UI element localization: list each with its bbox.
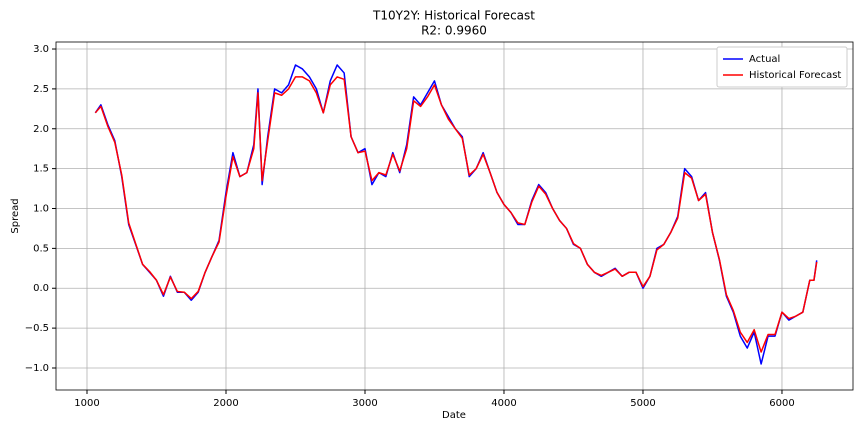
plot-frame [55,41,854,391]
y-tick-label: 1.5 [33,164,49,175]
y-tick-label: −1.0 [25,363,49,374]
legend-box [716,46,848,88]
y-tick-label: 2.5 [33,84,49,95]
legend-label: Actual [749,54,780,65]
chart-subtitle: R2: 0.9960 [421,24,487,38]
legend-label: Historical Forecast [749,70,841,81]
y-tick-label: 0.5 [33,243,49,254]
y-axis-label: Spread [10,198,21,233]
x-tick-label: 6000 [769,398,794,409]
x-axis-label: Date [442,410,466,421]
x-tick-label: 2000 [213,398,238,409]
y-tick-label: 1.0 [33,204,49,215]
y-tick-label: −0.5 [25,323,49,334]
y-tick-label: 3.0 [33,44,49,55]
x-tick-label: 3000 [352,398,377,409]
legend: Actual Historical Forecast [716,46,848,88]
x-tick-label: 1000 [74,398,99,409]
y-tick-label: 0.0 [33,283,49,294]
x-tick-label: 4000 [491,398,516,409]
series-line [94,76,818,353]
x-tick-label: 5000 [630,398,655,409]
y-tick-label: 2.0 [33,124,49,135]
chart-title: T10Y2Y: Historical Forecast [372,9,535,23]
